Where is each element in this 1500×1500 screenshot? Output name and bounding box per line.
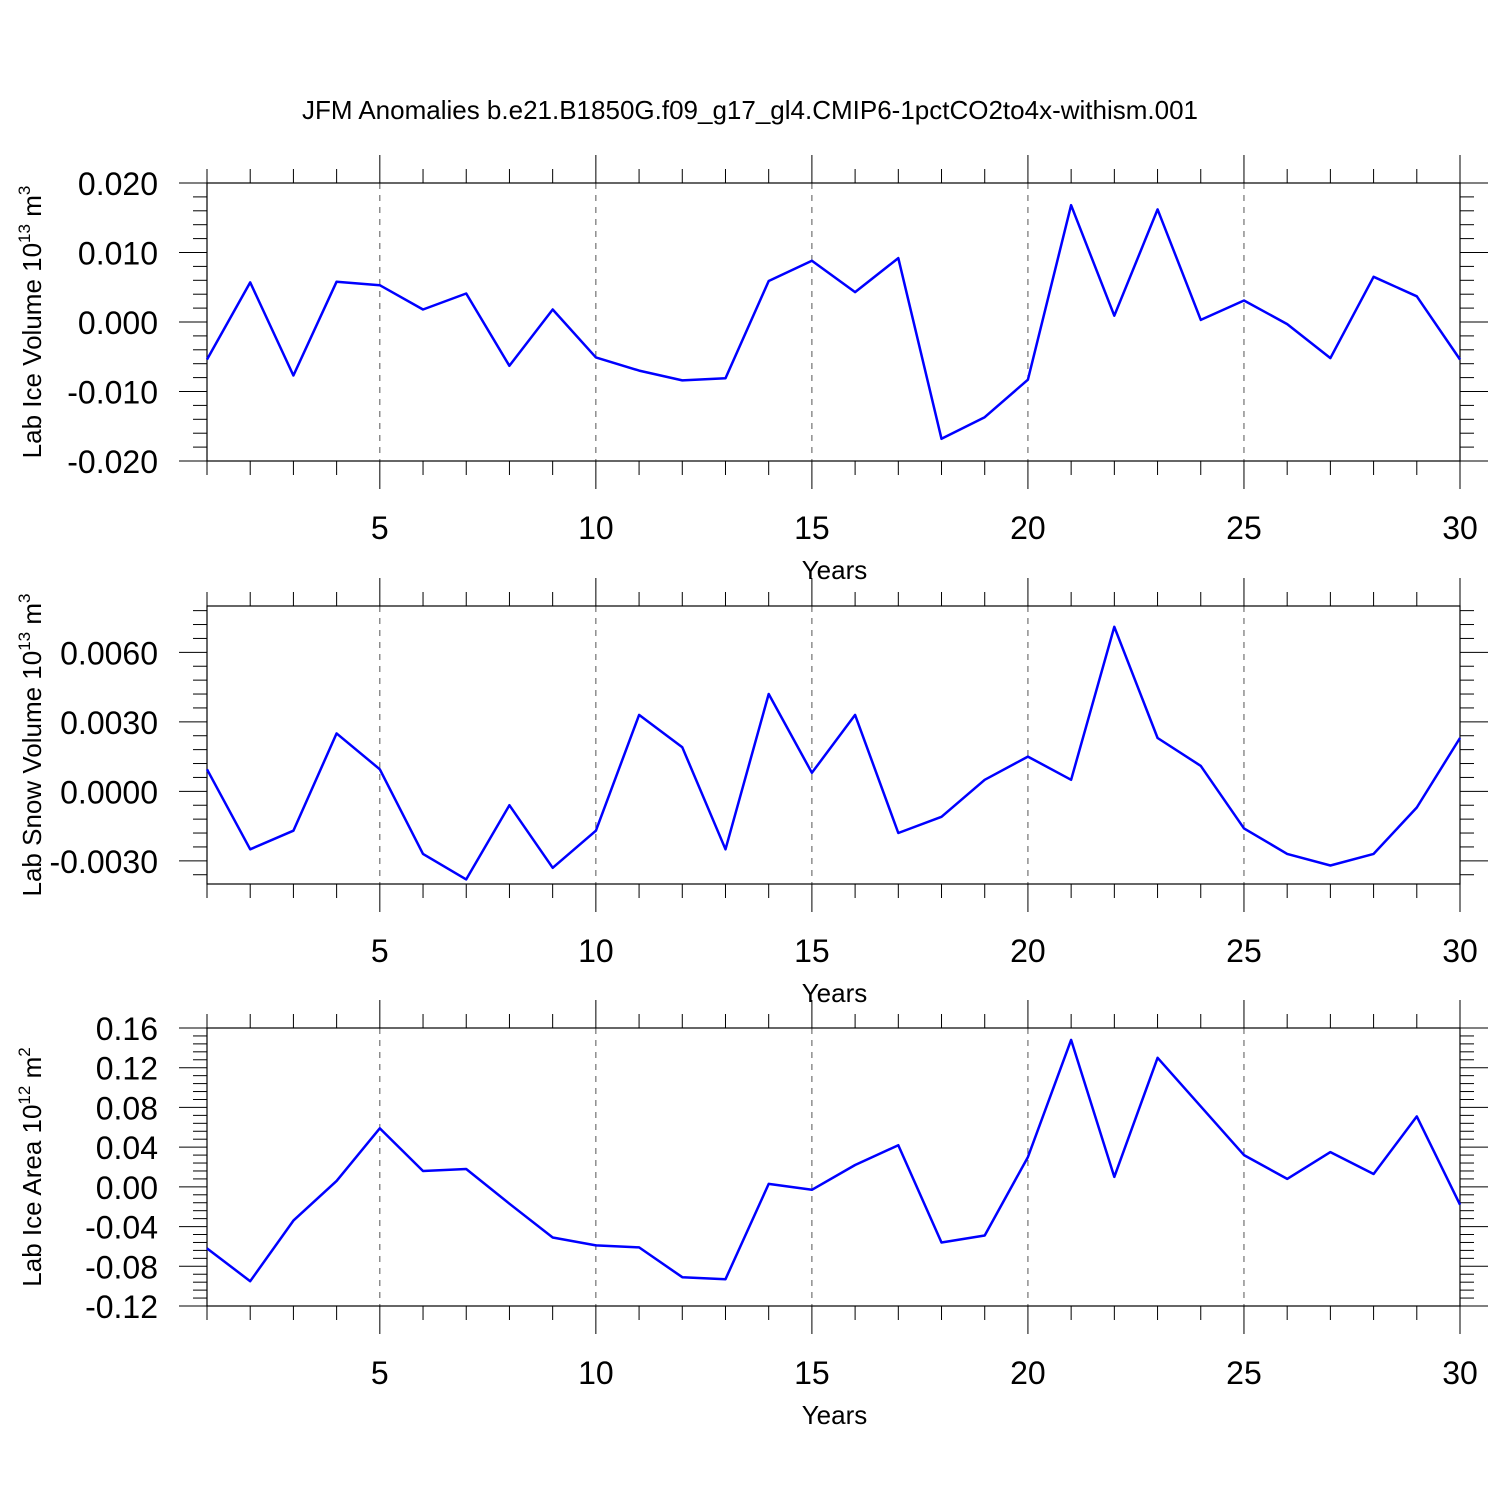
y-axis-title-unit: m xyxy=(17,1057,47,1086)
x-tick-label: 30 xyxy=(1442,510,1478,546)
y-tick-label: -0.020 xyxy=(67,444,158,480)
figure-title: JFM Anomalies b.e21.B1850G.f09_g17_gl4.C… xyxy=(302,95,1198,125)
y-tick-label: 0.0030 xyxy=(60,705,158,741)
x-tick-label: 5 xyxy=(371,510,389,546)
x-tick-label: 20 xyxy=(1010,1355,1046,1391)
x-tick-label: 5 xyxy=(371,1355,389,1391)
y-tick-label: 0.0000 xyxy=(60,774,158,810)
y-tick-label: -0.010 xyxy=(67,375,158,411)
x-tick-label: 15 xyxy=(794,510,830,546)
y-axis-title-exponent: 13 xyxy=(15,632,34,651)
y-axis-title: Lab Ice Volume 1013 m3 xyxy=(15,186,47,459)
x-tick-label: 10 xyxy=(578,1355,614,1391)
y-axis-title-text: Lab Snow Volume 10 xyxy=(17,651,47,897)
series-line xyxy=(205,625,1462,881)
chart-panel-2: 5 10 15 20 25 30 0.0060 0.0030 0.0000 -0.0030 Year… xyxy=(15,578,1488,1008)
y-tick-label: 0.04 xyxy=(96,1130,158,1166)
x-tick-label: 15 xyxy=(794,1355,830,1391)
chart-panel-3: 5 10 15 20 25 30 0.16 0.120.08 0.04 0.00 -0.04-0.0… xyxy=(15,1000,1488,1430)
x-axis-title: Years xyxy=(802,978,868,1008)
y-tick-label: -0.08 xyxy=(85,1249,158,1285)
x-tick-label: 25 xyxy=(1226,510,1262,546)
plot-frame xyxy=(206,605,1461,885)
plot-frame xyxy=(206,1027,1461,1307)
y-tick-label: -0.12 xyxy=(85,1289,158,1325)
y-axis-title-unit: m xyxy=(17,195,47,224)
y-tick-label: -0.0030 xyxy=(49,844,158,880)
y-axis-title-unit-exponent: 3 xyxy=(15,593,34,602)
y-tick-label: 0.010 xyxy=(78,236,158,272)
y-axis-title-exponent: 13 xyxy=(15,224,34,243)
y-axis-title-text: Lab Ice Area 10 xyxy=(17,1105,47,1287)
y-axis-title: Lab Snow Volume 1013 m3 xyxy=(15,593,47,896)
y-tick-label: 0.020 xyxy=(78,166,158,202)
y-tick-label: 0.0060 xyxy=(60,635,158,671)
y-axis-title-unit: m xyxy=(17,603,47,632)
y-axis-title: Lab Ice Area 1012 m2 xyxy=(15,1047,47,1286)
y-axis-title-text: Lab Ice Volume 10 xyxy=(17,243,47,458)
plot-frame xyxy=(206,182,1461,462)
y-tick-label: -0.04 xyxy=(85,1210,158,1246)
x-tick-label: 20 xyxy=(1010,933,1046,969)
y-tick-label: 0.00 xyxy=(96,1170,158,1206)
series-line xyxy=(205,203,1462,441)
x-tick-label: 25 xyxy=(1226,1355,1262,1391)
x-tick-label: 15 xyxy=(794,933,830,969)
x-tick-label: 30 xyxy=(1442,1355,1478,1391)
x-axis-title: Years xyxy=(802,1400,868,1430)
y-axis-title-unit-exponent: 3 xyxy=(15,186,34,195)
x-tick-label: 10 xyxy=(578,510,614,546)
x-tick-label: 10 xyxy=(578,933,614,969)
x-tick-label: 30 xyxy=(1442,933,1478,969)
x-axis-title: Years xyxy=(802,555,868,585)
panels: 5 10 15 20 25 300.0200.0100.000-0.010-0.020Ye… xyxy=(15,155,1488,1430)
x-tick-label: 20 xyxy=(1010,510,1046,546)
y-axis-title-exponent: 12 xyxy=(15,1086,34,1105)
x-tick-label: 5 xyxy=(371,933,389,969)
y-axis-title-unit-exponent: 2 xyxy=(15,1047,34,1056)
x-tick-label: 25 xyxy=(1226,933,1262,969)
y-tick-label: 0.08 xyxy=(96,1090,158,1126)
y-tick-label: 0.16 xyxy=(96,1011,158,1047)
y-tick-label: 0.12 xyxy=(96,1051,158,1087)
chart-panel-1: 5 10 15 20 25 30 0.020 0.010 0.000 -0.010 -0.020 Ye… xyxy=(15,155,1488,585)
y-tick-label: 0.000 xyxy=(78,305,158,341)
series-line xyxy=(206,1038,1462,1283)
